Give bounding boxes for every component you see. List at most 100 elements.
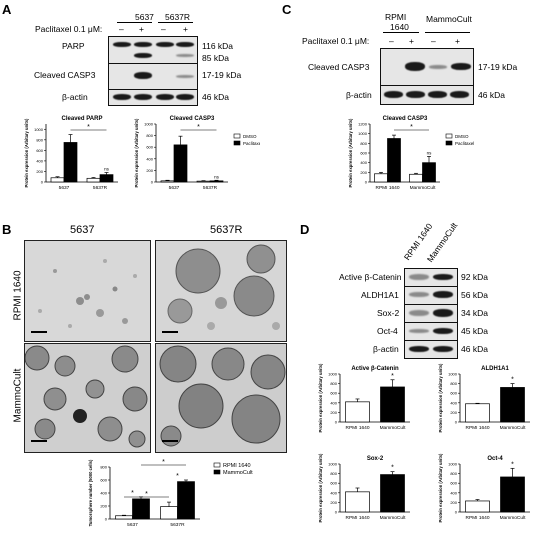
legend-swatch <box>445 140 453 146</box>
significance-marker: * <box>131 490 134 497</box>
media-label-rpmi: RPMI <box>385 12 407 22</box>
blot-band <box>451 63 471 70</box>
y-tick-label: 800 <box>330 471 337 476</box>
blot-aldh1a1 <box>404 286 458 305</box>
kda-label: 17-19 kDa <box>202 70 242 80</box>
blot-band <box>176 42 194 47</box>
paclitaxel-label: Paclitaxel 0.1 μM: <box>302 36 370 46</box>
panel-label-d: D <box>300 222 310 237</box>
chart-b1: Tumorsphere number (5000 cells) 0 200 400 60… <box>88 459 253 528</box>
legend-label: DMSO <box>243 134 257 139</box>
chart-group-d: Active β-Catenin Protein expression (Arbi… <box>300 362 550 541</box>
chart-title: Oct-4 <box>487 456 503 462</box>
media-underline <box>383 32 419 33</box>
y-tick-label: 1000 <box>328 372 338 377</box>
bar <box>345 401 370 423</box>
y-tick-label: 400 <box>450 490 457 495</box>
blot-beta-actin <box>108 89 198 106</box>
treatment-sign: + <box>139 24 144 34</box>
x-tick-label: 5637 <box>59 185 70 191</box>
y-tick-label: 800 <box>100 465 107 470</box>
blot-label-active-beta-catenin: Active β-Catenin <box>339 272 402 282</box>
treatment-sign: – <box>161 24 166 34</box>
blot-band <box>409 292 429 297</box>
legend-swatch <box>233 133 241 139</box>
significance-marker: * <box>145 491 148 498</box>
legend-swatch <box>445 133 453 139</box>
chart-d3: Sox-2 Protein expression (Arbitary units)… <box>318 453 410 522</box>
y-tick-label: 0 <box>455 420 458 425</box>
blot-label-beta-actin: β-actin <box>373 344 399 354</box>
x-tick-label: MammoCult <box>410 185 437 191</box>
y-axis-label: Tumorsphere number (5000 cells) <box>88 459 93 526</box>
y-tick-label: 600 <box>36 148 43 153</box>
kda-label: 34 kDa <box>461 308 488 318</box>
bar <box>422 162 436 183</box>
bar <box>209 180 224 183</box>
bar <box>465 500 490 513</box>
cell-underline <box>158 22 193 23</box>
bar <box>160 506 178 520</box>
paclitaxel-label: Paclitaxel 0.1 μM: <box>35 24 103 34</box>
bar <box>500 476 525 513</box>
significance-marker: * <box>87 124 90 131</box>
chart-panel-d: Active β-Catenin Protein expression (Arbi… <box>318 363 530 522</box>
row-label-mammocult: MammoCult <box>12 368 24 423</box>
blot-band <box>429 65 447 69</box>
treatment-sign: + <box>183 24 188 34</box>
significance-marker: * <box>197 124 200 131</box>
x-tick-label: MammoCult <box>500 425 527 431</box>
y-axis-label: Protein expression (Arbitary units) <box>348 118 353 187</box>
col-label-5637: 5637 <box>70 224 95 236</box>
blot-band <box>134 53 152 58</box>
scale-bar <box>162 331 178 333</box>
bar <box>374 173 388 183</box>
y-axis-label: Protein expression (Arbitary units) <box>318 363 323 432</box>
chart-d1: Active β-Catenin Protein expression (Arbi… <box>318 363 410 432</box>
significance-marker: * <box>162 459 165 466</box>
blot-label-oct4: Oct-4 <box>377 326 398 336</box>
col-label-5637r: 5637R <box>210 224 243 236</box>
y-tick-label: 600 <box>450 391 457 396</box>
micrograph-image <box>38 259 137 328</box>
y-tick-label: 600 <box>100 478 107 483</box>
y-tick-label: 200 <box>360 170 367 175</box>
y-axis-label: Protein expression (Arbitary units) <box>438 453 443 522</box>
cell-label-5637: 5637 <box>135 12 154 22</box>
row-label-rpmi: RPMI 1640 <box>12 270 24 321</box>
y-tick-label: 600 <box>146 145 153 150</box>
cell-label-5637r: 5637R <box>165 12 191 22</box>
blot-band <box>156 42 174 47</box>
y-tick-label: 1000 <box>448 462 458 467</box>
significance-marker: * <box>410 124 413 131</box>
blot-sox2 <box>404 304 458 323</box>
blot-band <box>405 62 425 71</box>
legend-label: Paclitaxel <box>243 141 260 146</box>
y-tick-label: 1000 <box>448 372 458 377</box>
x-tick-label: RPMI 1640 <box>346 515 370 521</box>
chart-title: Cleaved PARP <box>62 116 103 122</box>
blot-band <box>156 94 174 100</box>
y-tick-label: 800 <box>450 471 457 476</box>
y-tick-label: 1000 <box>144 122 154 127</box>
significance-marker: * <box>511 461 514 468</box>
kda-label: 45 kDa <box>461 326 488 336</box>
y-tick-label: 600 <box>330 391 337 396</box>
y-tick-label: 0 <box>365 180 368 185</box>
y-axis-label: Protein expression (Arbitary units) <box>438 363 443 432</box>
x-tick-label: RPMI 1640 <box>466 515 490 521</box>
blot-band <box>176 94 194 100</box>
x-tick-label: MammoCult <box>380 515 407 521</box>
blot-label-beta-actin: β-actin <box>62 92 88 102</box>
bar <box>387 138 401 183</box>
blot-cleaved-casp3-c <box>380 48 474 86</box>
y-axis-label: Protein expression (Arbitary units) <box>134 118 139 187</box>
chart-d2: ALDH1A1 Protein expression (Arbitary unit… <box>438 363 530 432</box>
blot-active-beta-catenin <box>404 268 458 287</box>
bar <box>86 177 101 183</box>
blot-beta-actin-c <box>380 85 474 105</box>
chart-title: Cleaved CASP3 <box>383 116 428 122</box>
x-tick-label: RPMI 1640 <box>466 425 490 431</box>
blot-band <box>409 274 429 280</box>
scale-bar <box>31 440 47 442</box>
